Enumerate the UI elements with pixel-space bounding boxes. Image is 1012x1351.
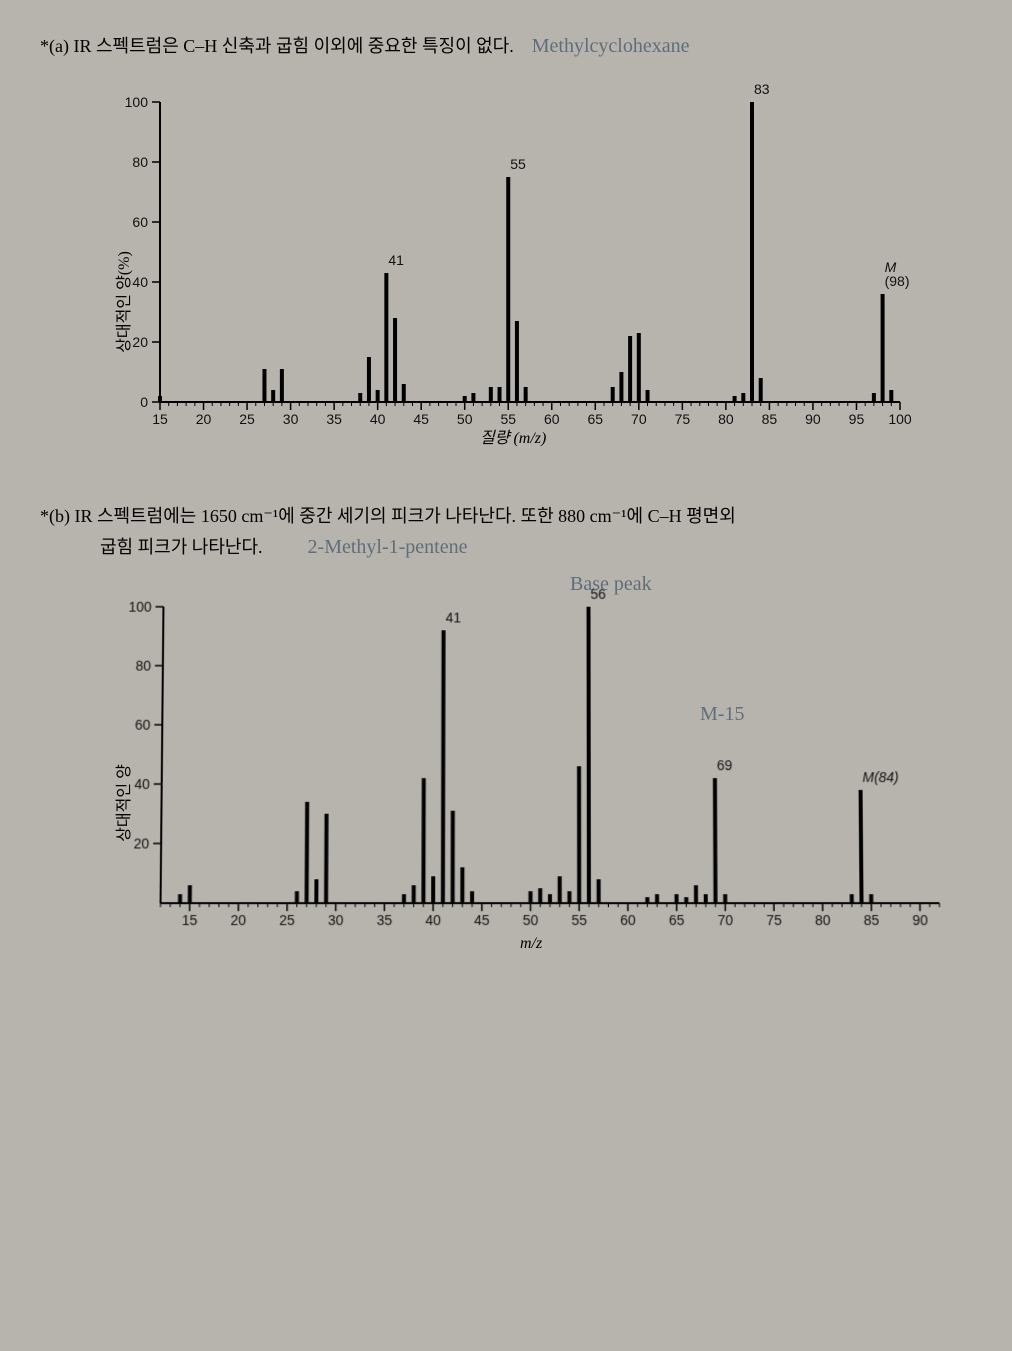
- svg-text:55: 55: [510, 156, 526, 172]
- svg-text:85: 85: [864, 912, 880, 928]
- svg-text:90: 90: [912, 912, 928, 928]
- svg-text:50: 50: [523, 912, 539, 928]
- svg-text:25: 25: [239, 411, 255, 427]
- svg-text:50: 50: [457, 411, 473, 427]
- question-b-text-2: 굽힘 피크가 나타난다.: [70, 537, 263, 557]
- handwritten-a-answer: Methylcyclohexane: [532, 35, 690, 57]
- svg-text:100: 100: [125, 94, 149, 110]
- chart-a: 0 20 40 60 80 100 15 20 25 30 35 40 45 50 55 60 65 70 75 80…: [100, 72, 920, 432]
- svg-text:80: 80: [815, 912, 831, 928]
- svg-text:70: 70: [631, 411, 647, 427]
- svg-text:80: 80: [135, 658, 151, 674]
- svg-text:41: 41: [388, 252, 404, 268]
- svg-text:20: 20: [134, 835, 150, 851]
- question-b-text-1: IR 스펙트럼에는 1650 cm⁻¹에 중간 세기의 피크가 나타난다. 또한…: [75, 506, 736, 526]
- question-a: *(a) IR 스펙트럼은 C–H 신축과 굽힘 이외에 중요한 특징이 없다.…: [40, 30, 972, 62]
- svg-text:20: 20: [196, 411, 212, 427]
- svg-text:85: 85: [762, 411, 778, 427]
- svg-text:(98): (98): [885, 273, 910, 289]
- svg-text:40: 40: [134, 776, 150, 792]
- question-a-label: *(a): [40, 36, 69, 56]
- svg-text:40: 40: [425, 912, 441, 928]
- svg-text:60: 60: [135, 717, 151, 733]
- svg-text:M(84): M(84): [862, 769, 899, 785]
- svg-text:40: 40: [370, 411, 386, 427]
- svg-text:25: 25: [279, 912, 295, 928]
- chart-b: 20 40 60 80 100 15 20 25 30 35 40 45 50 55 60 65 70 75 80 8…: [100, 577, 960, 953]
- svg-text:80: 80: [132, 154, 148, 170]
- svg-text:15: 15: [152, 411, 168, 427]
- handwritten-m15: M-15: [700, 703, 744, 726]
- chart-b-xlabel-text: m/z: [520, 935, 542, 952]
- svg-text:60: 60: [544, 411, 560, 427]
- question-b-label: *(b): [40, 506, 70, 526]
- question-a-text: IR 스펙트럼은 C–H 신축과 굽힘 이외에 중요한 특징이 없다.: [73, 36, 513, 56]
- svg-text:100: 100: [888, 411, 912, 427]
- handwritten-basepeak: Base peak: [570, 573, 652, 596]
- svg-text:45: 45: [474, 912, 490, 928]
- page: *(a) IR 스펙트럼은 C–H 신축과 굽힘 이외에 중요한 특징이 없다.…: [0, 0, 1012, 1351]
- svg-text:70: 70: [718, 912, 734, 928]
- svg-text:35: 35: [377, 912, 393, 928]
- svg-text:65: 65: [588, 411, 604, 427]
- svg-text:30: 30: [283, 411, 299, 427]
- svg-text:100: 100: [128, 599, 152, 615]
- svg-text:20: 20: [132, 334, 148, 350]
- svg-text:65: 65: [669, 912, 685, 928]
- chart-a-ylabel: 상대적인 양(%): [110, 251, 134, 353]
- svg-text:95: 95: [849, 411, 865, 427]
- chart-b-wrap: 상대적인 양 204060801001520253035404550556065…: [100, 573, 972, 1003]
- svg-text:41: 41: [446, 609, 462, 625]
- question-b: *(b) IR 스펙트럼에는 1650 cm⁻¹에 중간 세기의 피크가 나타난…: [40, 502, 972, 563]
- chart-b-xlabel: m/z: [520, 935, 542, 953]
- svg-text:60: 60: [132, 214, 148, 230]
- svg-text:69: 69: [717, 757, 733, 773]
- svg-text:90: 90: [805, 411, 821, 427]
- svg-text:15: 15: [182, 912, 198, 928]
- svg-text:83: 83: [754, 81, 770, 97]
- svg-text:80: 80: [718, 411, 734, 427]
- svg-text:40: 40: [132, 274, 148, 290]
- svg-text:35: 35: [326, 411, 342, 427]
- chart-a-xlabel: 질량 (m/z): [480, 424, 546, 448]
- svg-text:20: 20: [230, 912, 246, 928]
- svg-text:55: 55: [571, 912, 587, 928]
- svg-text:75: 75: [675, 411, 691, 427]
- svg-text:45: 45: [413, 411, 429, 427]
- svg-text:60: 60: [620, 912, 636, 928]
- svg-text:75: 75: [766, 912, 782, 928]
- svg-text:30: 30: [328, 912, 344, 928]
- chart-a-xlabel-text: 질량 (m/z): [480, 430, 546, 447]
- handwritten-b-answer: 2-Methyl-1-pentene: [308, 536, 468, 558]
- chart-a-wrap: 상대적인 양(%) 0 20 40 60 80 100 15 20 25 30 35 40 45 50 55…: [100, 72, 972, 472]
- svg-text:0: 0: [140, 394, 148, 410]
